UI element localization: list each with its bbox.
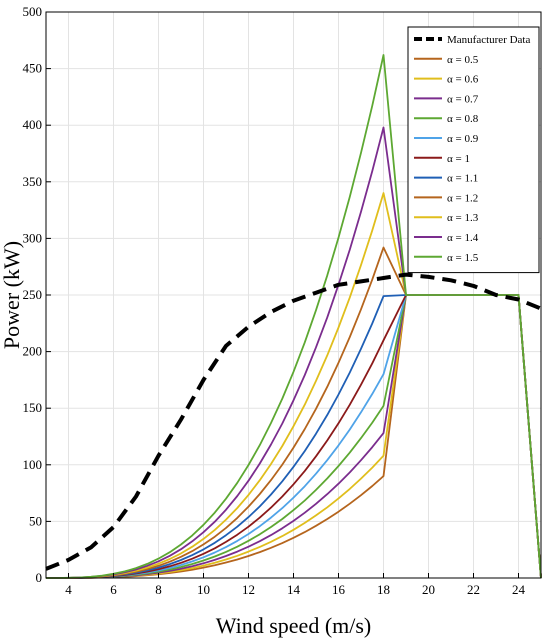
y-tick-label: 0: [36, 570, 43, 585]
x-tick-label: 24: [512, 582, 526, 597]
x-tick-label: 8: [155, 582, 162, 597]
manufacturer-curve: [45, 272, 542, 571]
x-tick-label: 12: [242, 582, 255, 597]
axis-ticks: 4 6 8 10 12 14 16 18 20 22 24 0 50 100 150 200 250 300 350…: [23, 4, 526, 597]
y-tick-label: 500: [23, 4, 43, 19]
legend-label: α = 1.3: [447, 212, 479, 224]
y-tick-label: 200: [23, 344, 43, 359]
legend-label: α = 0.7: [447, 93, 479, 105]
y-tick-label: 150: [23, 400, 43, 415]
series-line-10: [46, 54, 542, 579]
y-tick-label: 450: [23, 61, 43, 76]
y-tick-label: 350: [23, 174, 43, 189]
y-tick-label: 250: [23, 287, 43, 302]
x-tick-label: 14: [287, 582, 301, 597]
legend-label: α = 1.2: [447, 192, 478, 204]
legend-label: α = 1.1: [447, 173, 478, 185]
x-tick-label: 6: [110, 582, 117, 597]
legend-label: α = 0.5: [447, 54, 479, 66]
y-axis-title: Power (kW): [0, 241, 24, 349]
legend-label: α = 1: [447, 153, 470, 165]
x-tick-label: 20: [422, 582, 435, 597]
x-axis-title: Wind speed (m/s): [216, 613, 372, 638]
x-tick-label: 22: [467, 582, 480, 597]
legend-label: α = 0.8: [447, 113, 479, 125]
x-tick-label: 16: [332, 582, 346, 597]
x-tick-label: 4: [65, 582, 72, 597]
y-tick-label: 400: [23, 117, 43, 132]
legend: Manufacturer Data α = 0.5 α = 0.6 α = 0.7 α …: [407, 26, 540, 274]
y-tick-label: 50: [29, 513, 42, 528]
x-tick-label: 10: [197, 582, 210, 597]
legend-label: α = 0.9: [447, 133, 479, 145]
legend-label: α = 0.6: [447, 74, 479, 86]
legend-label: α = 1.5: [447, 252, 479, 264]
legend-label: α = 1.4: [447, 232, 479, 244]
x-tick-label: 18: [377, 582, 390, 597]
y-tick-label: 100: [23, 457, 43, 472]
series-lines: [45, 54, 542, 579]
legend-box: [407, 26, 540, 274]
legend-label: Manufacturer Data: [447, 34, 530, 46]
y-tick-label: 300: [23, 230, 43, 245]
